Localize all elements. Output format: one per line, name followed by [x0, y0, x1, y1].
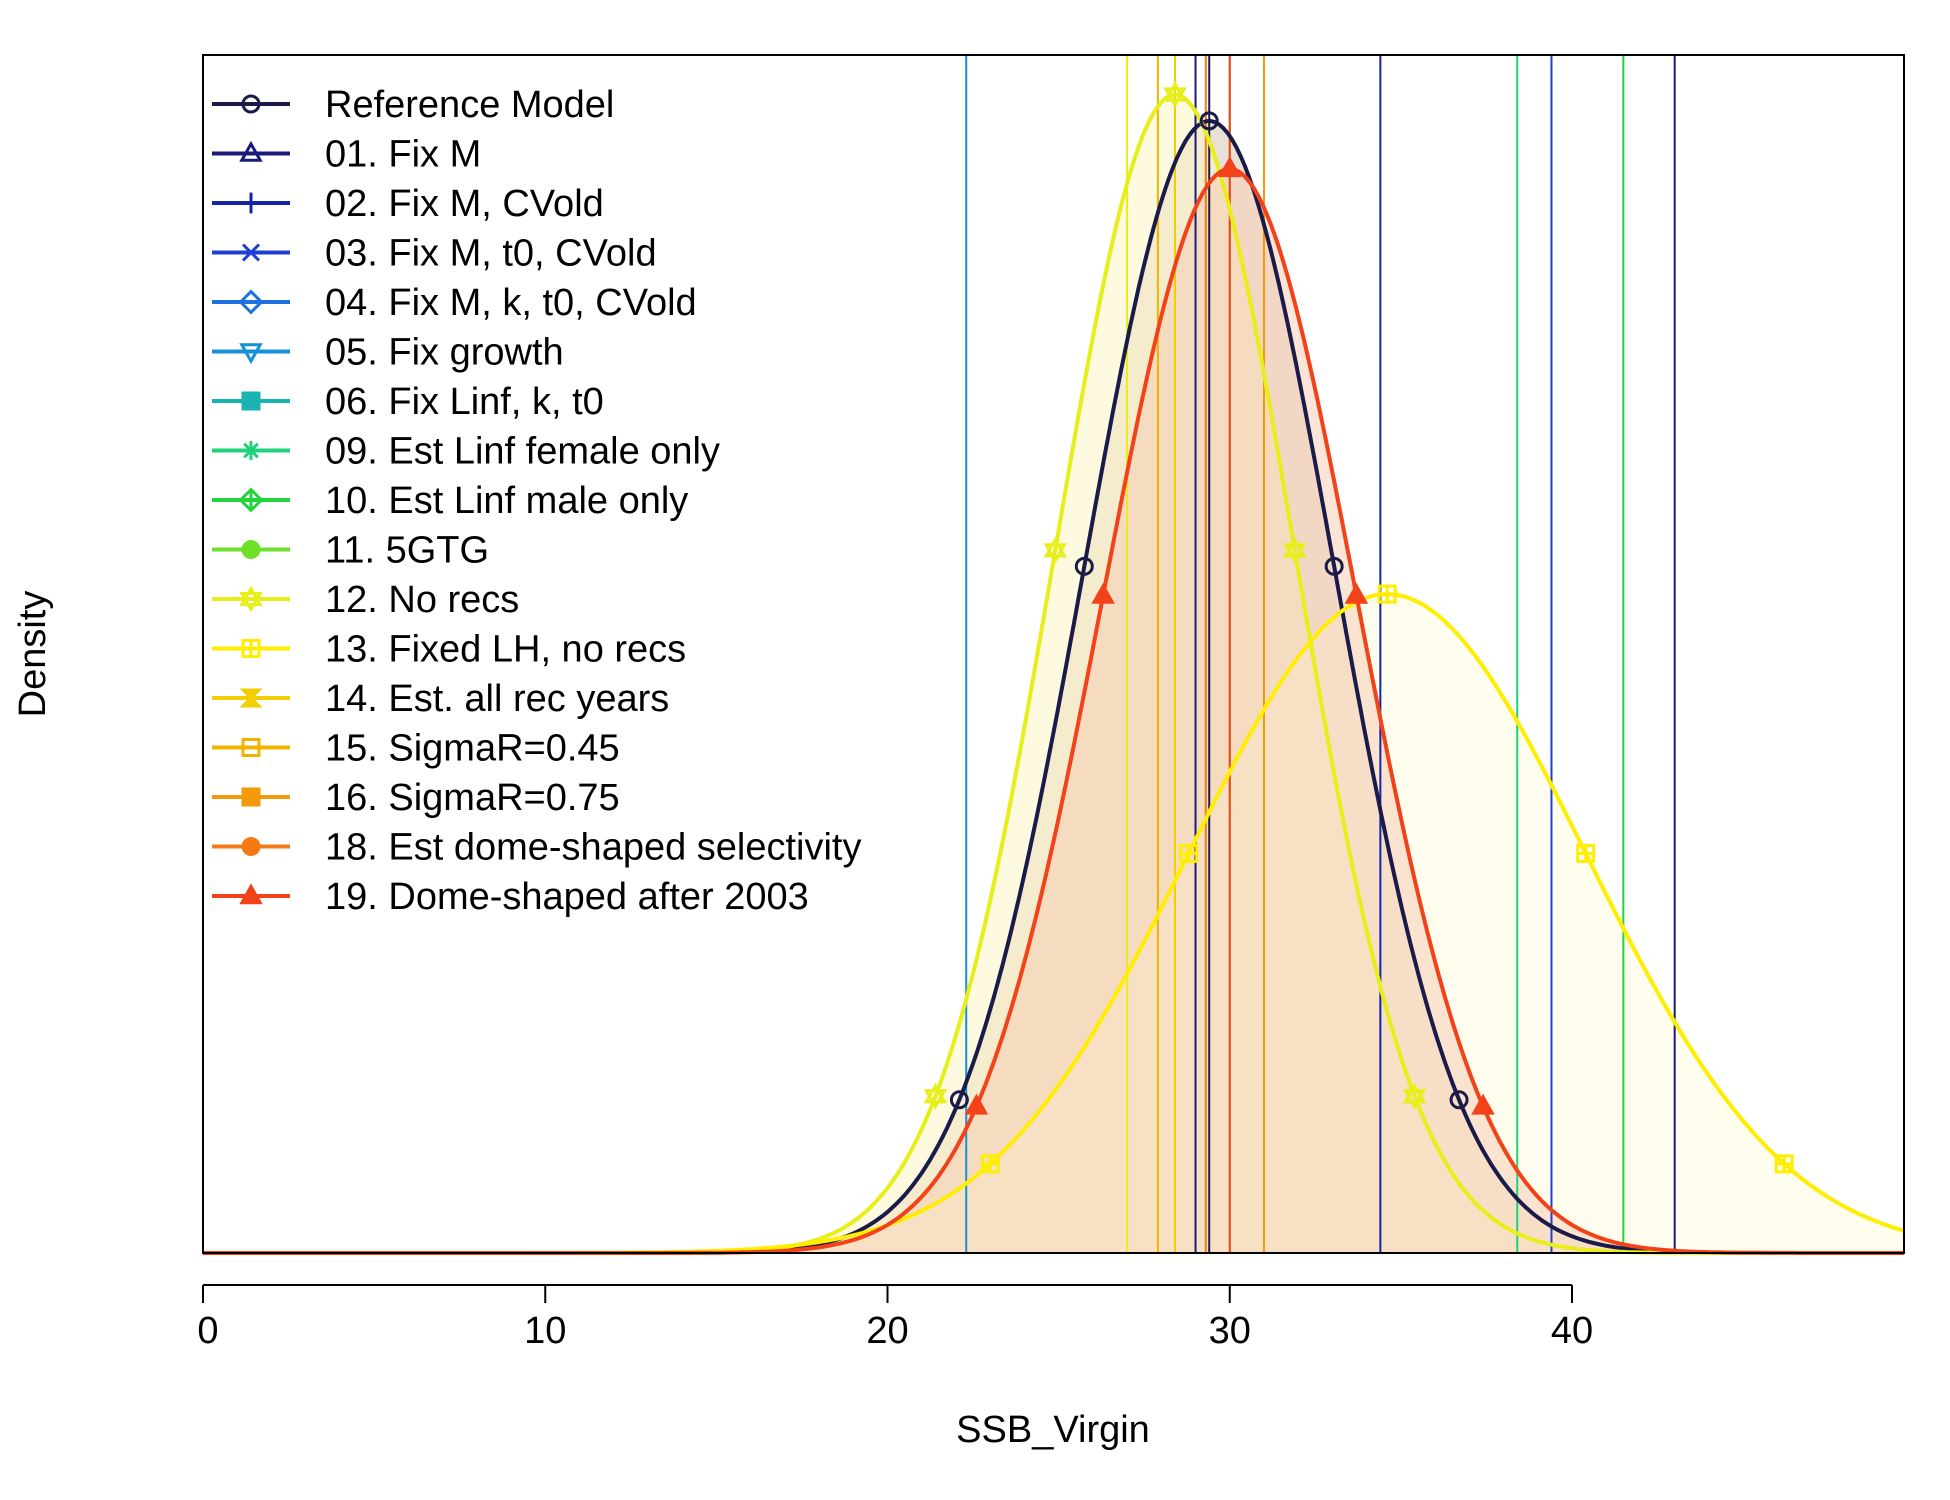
- marker-reference-model: [1199, 111, 1219, 131]
- x-tick-label: 10: [524, 1310, 566, 1352]
- marker-reference-model: [1449, 1090, 1469, 1110]
- marker-reference-model: [1074, 556, 1094, 576]
- legend-item-01-fix-m: 01. Fix M: [212, 134, 481, 176]
- y-axis-title: Density: [12, 591, 54, 718]
- legend-item-02-fix-m-cvold: 02. Fix M, CVold: [212, 183, 604, 225]
- legend-item-19-dome-shaped-after-2003: 19. Dome-shaped after 2003: [212, 876, 809, 918]
- legend-marker: [241, 837, 261, 856]
- legend-item-18-est-dome-shaped-selectivity: 18. Est dome-shaped selectivity: [212, 827, 862, 869]
- marker-13-fixed-lh-no-recs: [1774, 1154, 1794, 1174]
- legend: Reference Model 01. Fix M 02. Fix M, CVold…: [212, 84, 862, 918]
- legend-item-09-est-linf-female-only: 09. Est Linf female only: [212, 431, 720, 473]
- marker-12-no-recs: [1043, 536, 1068, 564]
- legend-label: 14. Est. all rec years: [325, 678, 669, 720]
- legend-marker: [239, 343, 263, 365]
- fill-19-dome-shaped-after-2003: [203, 168, 1904, 1253]
- marker-13-fixed-lh-no-recs: [1377, 584, 1397, 604]
- legend-marker: [241, 738, 261, 757]
- x-tick-label: 0: [197, 1310, 218, 1352]
- marker-reference-model: [949, 1090, 969, 1110]
- legend-item-11-5gtg: 11. 5GTG: [212, 530, 489, 572]
- legend-label: 12. No recs: [325, 579, 519, 621]
- legend-label: Reference Model: [325, 84, 614, 126]
- marker-19-dome-shaped-after-2003: [1217, 156, 1242, 178]
- fill-12-no-recs: [203, 94, 1904, 1254]
- legend-label: 06. Fix Linf, k, t0: [325, 381, 604, 423]
- vertical-lines: [965, 55, 1676, 1253]
- legend-label: 02. Fix M, CVold: [325, 183, 604, 225]
- fill-13-fixed-lh-no-recs: [203, 594, 1904, 1253]
- legend-label: 19. Dome-shaped after 2003: [325, 876, 809, 918]
- marker-13-fixed-lh-no-recs: [1179, 843, 1199, 863]
- legend-item-13-fixed-lh-no-recs: 13. Fixed LH, no recs: [212, 629, 686, 671]
- legend-item-reference-model: Reference Model: [212, 84, 614, 126]
- legend-item-05-fix-growth: 05. Fix growth: [212, 332, 564, 374]
- legend-marker: [241, 94, 261, 114]
- legend-item-12-no-recs: 12. No recs: [212, 579, 519, 621]
- legend-label: 13. Fixed LH, no recs: [325, 629, 686, 671]
- density-fills: [203, 94, 1904, 1254]
- plot-frame: [202, 54, 1905, 1254]
- legend-label: 10. Est Linf male only: [325, 480, 688, 522]
- legend-marker: [241, 391, 261, 411]
- legend-item-16-sigmar-0-75: 16. SigmaR=0.75: [212, 777, 620, 819]
- x-axis: 0 10 20 30 40: [197, 1284, 1593, 1352]
- legend-marker: [241, 440, 261, 461]
- marker-reference-model: [1324, 556, 1344, 576]
- legend-item-03-fix-m-t0-cvold: 03. Fix M, t0, CVold: [212, 233, 657, 275]
- legend-marker: [239, 585, 263, 613]
- marker-19-dome-shaped-after-2003: [964, 1093, 989, 1115]
- marker-13-fixed-lh-no-recs: [1576, 843, 1596, 863]
- legend-label: 05. Fix growth: [325, 332, 564, 374]
- legend-label: 03. Fix M, t0, CVold: [325, 233, 657, 275]
- legend-item-14-est-all-rec-years: 14. Est. all rec years: [212, 678, 669, 720]
- x-tick-label: 20: [866, 1310, 908, 1352]
- legend-marker: [241, 243, 261, 262]
- legend-marker: [239, 883, 263, 905]
- legend-marker: [238, 289, 264, 315]
- x-tick-label: 30: [1209, 1310, 1251, 1352]
- curve-markers: [923, 81, 1794, 1174]
- legend-item-10-est-linf-male-only: 10. Est Linf male only: [212, 480, 688, 522]
- x-tick-label: 40: [1551, 1310, 1593, 1352]
- legend-item-15-sigmar-0-45: 15. SigmaR=0.45: [212, 728, 620, 770]
- legend-label: 15. SigmaR=0.45: [325, 728, 620, 770]
- legend-marker: [239, 140, 263, 162]
- legend-label: 09. Est Linf female only: [325, 431, 720, 473]
- legend-marker: [240, 192, 262, 214]
- legend-label: 11. 5GTG: [325, 530, 489, 572]
- legend-marker: [241, 639, 261, 658]
- marker-12-no-recs: [1402, 1082, 1427, 1110]
- legend-label: 01. Fix M: [325, 134, 481, 176]
- legend-marker: [241, 787, 261, 807]
- legend-marker: [239, 688, 263, 708]
- legend-marker: [238, 487, 264, 513]
- legend-item-04-fix-m-k-t0-cvold: 04. Fix M, k, t0, CVold: [212, 282, 697, 324]
- x-axis-title: SSB_Virgin: [956, 1409, 1150, 1451]
- marker-19-dome-shaped-after-2003: [1091, 582, 1115, 604]
- marker-12-no-recs: [1282, 536, 1307, 564]
- legend-label: 18. Est dome-shaped selectivity: [325, 827, 862, 869]
- legend-marker: [241, 540, 261, 559]
- marker-12-no-recs: [923, 1082, 948, 1110]
- marker-12-no-recs: [1163, 81, 1187, 108]
- legend-label: 16. SigmaR=0.75: [325, 777, 620, 819]
- legend-label: 04. Fix M, k, t0, CVold: [325, 282, 697, 324]
- marker-19-dome-shaped-after-2003: [1344, 582, 1369, 604]
- marker-13-fixed-lh-no-recs: [980, 1154, 1000, 1174]
- marker-19-dome-shaped-after-2003: [1471, 1093, 1495, 1115]
- legend-item-06-fix-linf-k-t0: 06. Fix Linf, k, t0: [212, 381, 604, 423]
